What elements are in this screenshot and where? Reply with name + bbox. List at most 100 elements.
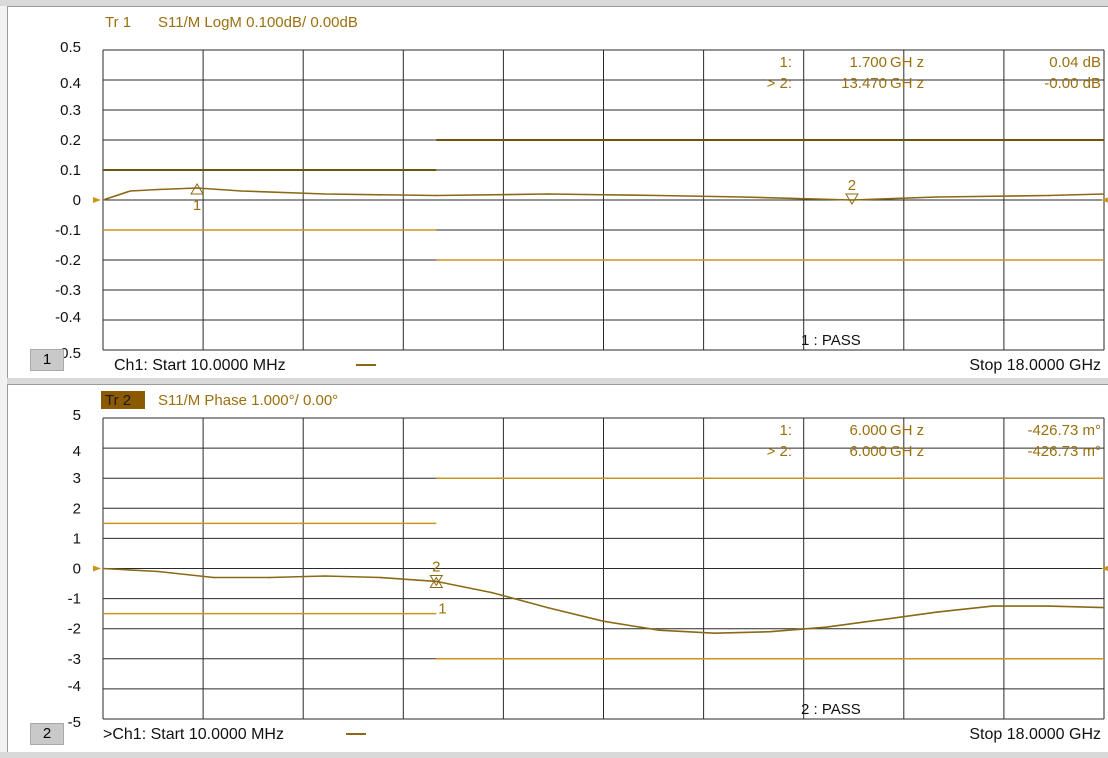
marker-readout-id: > 2: xyxy=(767,75,792,92)
marker-readout-unit: GH z xyxy=(890,75,924,92)
marker-readout-unit: GH z xyxy=(890,54,924,71)
trace-title: S11/M LogM 0.100dB/ 0.00dB xyxy=(158,14,358,31)
y-tick-label: -2 xyxy=(68,621,81,638)
y-tick-label: -0.3 xyxy=(55,282,81,299)
trace-point xyxy=(157,570,159,573)
panel-separator xyxy=(7,378,1108,384)
marker-2-label: 2 xyxy=(848,177,856,194)
limit-test-pass-label: 2 : PASS xyxy=(801,701,861,718)
trace-point xyxy=(102,199,104,201)
marker-readout-value: -426.73 m° xyxy=(1027,443,1101,460)
marker-readout-id: 1: xyxy=(779,54,792,71)
trace-point xyxy=(713,632,716,635)
y-tick-label: 0.2 xyxy=(60,132,81,149)
window-top-bar xyxy=(0,0,1108,6)
channel-2-plot[interactable]: 5 4 3 2 1 0 -1 -2 -3 -4 -5 1 2 Tr 2 S11/M Phase 1.000°… xyxy=(8,385,1108,753)
trace-point xyxy=(851,199,853,201)
trace-point xyxy=(658,629,660,632)
trace-point xyxy=(379,576,382,579)
marker-readout-freq: 13.470 xyxy=(841,75,887,92)
trace-line xyxy=(102,187,1105,201)
reference-arrow-left-icon xyxy=(93,565,101,572)
trace-point xyxy=(741,196,744,198)
marker-1-triangle-icon xyxy=(429,576,444,588)
trace-point xyxy=(546,193,549,195)
marker-readout-unit: GH z xyxy=(890,422,924,439)
trace-point xyxy=(435,580,438,583)
y-tick-label: 0.4 xyxy=(60,75,81,92)
trace-tag-background xyxy=(101,391,145,409)
trace-point xyxy=(880,618,883,621)
trace-point xyxy=(268,576,271,579)
y-tick-label: -0.1 xyxy=(55,222,81,239)
marker-readout-value: -0.00 dB xyxy=(1044,75,1101,92)
y-tick-label: 5 xyxy=(73,407,81,424)
trace-point xyxy=(602,620,605,622)
trace-point xyxy=(991,605,994,607)
trace-point xyxy=(196,187,198,189)
limit-test-pass-label: 1 : PASS xyxy=(801,332,861,349)
window-bottom-bar xyxy=(0,752,1108,758)
y-tick-label: 3 xyxy=(73,470,81,487)
marker-2-triangle-icon xyxy=(429,574,444,587)
y-tick-label: -3 xyxy=(68,651,81,668)
y-tick-label: 0 xyxy=(73,561,81,578)
channel-2-panel[interactable]: 5 4 3 2 1 0 -1 -2 -3 -4 -5 1 2 Tr 2 S11/M Phase 1.000°… xyxy=(7,384,1108,753)
trace-tag: Tr 2 xyxy=(105,392,131,409)
y-tick-label: 0.1 xyxy=(60,162,81,179)
channel-1-panel[interactable]: 0.5 0.4 0.3 0.2 0.1 0 -0.1 -0.2 -0.3 -0.4 -0.5 1 2 Tr… xyxy=(7,6,1108,379)
marker-readout-freq: 6.000 xyxy=(849,443,887,460)
trace-point xyxy=(824,626,827,628)
trace-point xyxy=(1103,193,1105,195)
y-tick-label: 2 xyxy=(73,500,81,517)
trace-point xyxy=(1047,194,1050,197)
marker-readout-value: 0.04 dB xyxy=(1049,54,1101,71)
trace-point xyxy=(240,190,243,192)
y-tick-label: 4 xyxy=(73,443,81,460)
trace-point xyxy=(324,575,326,577)
marker-readout-id: 1: xyxy=(779,422,792,439)
channel-1-plot[interactable]: 0.50.40.30.20.10-0.1-0.2-0.3-0.4-0.512Tr… xyxy=(8,7,1108,379)
trace-point xyxy=(102,567,104,570)
trace-point xyxy=(936,611,938,613)
y-tick-label: -4 xyxy=(68,678,81,695)
trace-point xyxy=(324,193,326,195)
y-tick-label: -5 xyxy=(68,714,81,731)
reference-arrow-left-icon xyxy=(93,197,101,203)
marker-2-label: 2 xyxy=(432,558,440,575)
trace-tag: Tr 1 xyxy=(105,14,131,31)
y-tick-label: -1 xyxy=(68,591,81,608)
y-tick-label: 1 xyxy=(73,530,81,547)
trace-point xyxy=(546,606,549,609)
trace-title: S11/M Phase 1.000°/ 0.00° xyxy=(158,392,338,409)
marker-readout-unit: GH z xyxy=(890,443,924,460)
marker-2-triangle-icon xyxy=(845,193,859,205)
marker-readout-freq: 6.000 xyxy=(849,422,887,439)
marker-readout-id: > 2: xyxy=(767,443,792,460)
marker-1-triangle-icon xyxy=(190,183,204,195)
trace-point xyxy=(435,194,438,197)
marker-readout-freq: 1.700 xyxy=(849,54,887,71)
trace-point xyxy=(491,591,493,594)
y-tick-label: -0.4 xyxy=(55,309,81,326)
trace-point xyxy=(936,196,938,198)
reference-arrow-right-icon xyxy=(1101,197,1108,203)
trace-point xyxy=(658,194,660,197)
sweep-stop-label: Stop 18.0000 GHz xyxy=(969,357,1101,374)
trace-point xyxy=(129,190,132,192)
channel-2-number-button[interactable]: 2 xyxy=(30,723,64,745)
y-tick-label: 0.5 xyxy=(60,39,81,56)
sweep-start-label: >Ch1: Start 10.0000 MHz xyxy=(103,726,284,743)
y-tick-label: 0 xyxy=(73,192,81,209)
marker-readout-value: -426.73 m° xyxy=(1027,422,1101,439)
trace-point xyxy=(1047,605,1050,607)
marker-1-label: 1 xyxy=(193,197,201,214)
y-tick-label: 0.3 xyxy=(60,102,81,119)
channel-1-number-button[interactable]: 1 xyxy=(30,349,64,371)
trace-point xyxy=(212,576,215,579)
sweep-start-label: Ch1: Start 10.0000 MHz xyxy=(114,357,286,374)
trace-point xyxy=(1103,606,1105,609)
trace-point xyxy=(769,630,771,633)
y-tick-label: -0.2 xyxy=(55,252,81,269)
marker-1-label: 1 xyxy=(438,600,446,617)
